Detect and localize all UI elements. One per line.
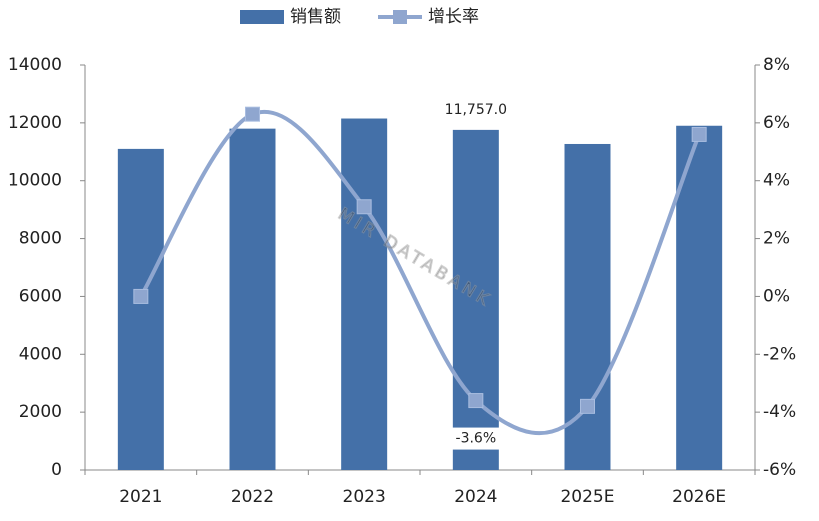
y2-tick-label: 4% — [763, 171, 790, 191]
y-tick-label: 4000 — [19, 344, 62, 364]
line-marker — [356, 199, 372, 215]
line-marker — [691, 126, 707, 142]
y-tick-label: 10000 — [8, 171, 62, 191]
growth-line — [139, 110, 702, 436]
y-tick-label: 8000 — [19, 229, 62, 249]
value-label: 11,757.0 — [445, 102, 507, 118]
x-tick-label: 2024 — [454, 487, 497, 507]
x-tick-label: 2026E — [672, 487, 726, 507]
legend-swatch — [240, 10, 284, 24]
y2-tick-label: -4% — [763, 402, 796, 422]
line-marker — [580, 398, 595, 414]
y2-tick-label: -2% — [763, 344, 796, 364]
y-tick-label: 2000 — [19, 402, 62, 422]
x-tick-label: 2021 — [119, 487, 162, 507]
y2-tick-label: 6% — [763, 113, 790, 133]
x-tick-label: 2023 — [343, 487, 386, 507]
legend-label: 销售额 — [290, 7, 341, 27]
line-marker — [245, 106, 260, 122]
x-tick-label: 2022 — [231, 487, 274, 507]
y-tick-label: 6000 — [19, 286, 62, 306]
bar — [676, 125, 723, 470]
bar — [117, 148, 164, 470]
y-tick-label: 14000 — [8, 55, 62, 75]
y2-tick-label: -6% — [763, 460, 796, 480]
value-label: -3.6% — [456, 431, 497, 447]
legend-label: 增长率 — [428, 7, 479, 27]
bar — [564, 143, 611, 470]
y2-tick-label: 0% — [763, 286, 790, 306]
y2-tick-label: 8% — [763, 55, 790, 75]
label-box — [447, 427, 504, 450]
line-marker — [468, 393, 484, 409]
y2-tick-label: 2% — [763, 229, 790, 249]
line-marker — [133, 288, 149, 304]
legend-marker — [393, 10, 407, 24]
bar — [229, 128, 276, 470]
y-tick-label: 0 — [51, 460, 62, 480]
y-tick-label: 12000 — [8, 113, 62, 133]
bar — [341, 118, 388, 471]
x-tick-label: 2025E — [560, 487, 614, 507]
